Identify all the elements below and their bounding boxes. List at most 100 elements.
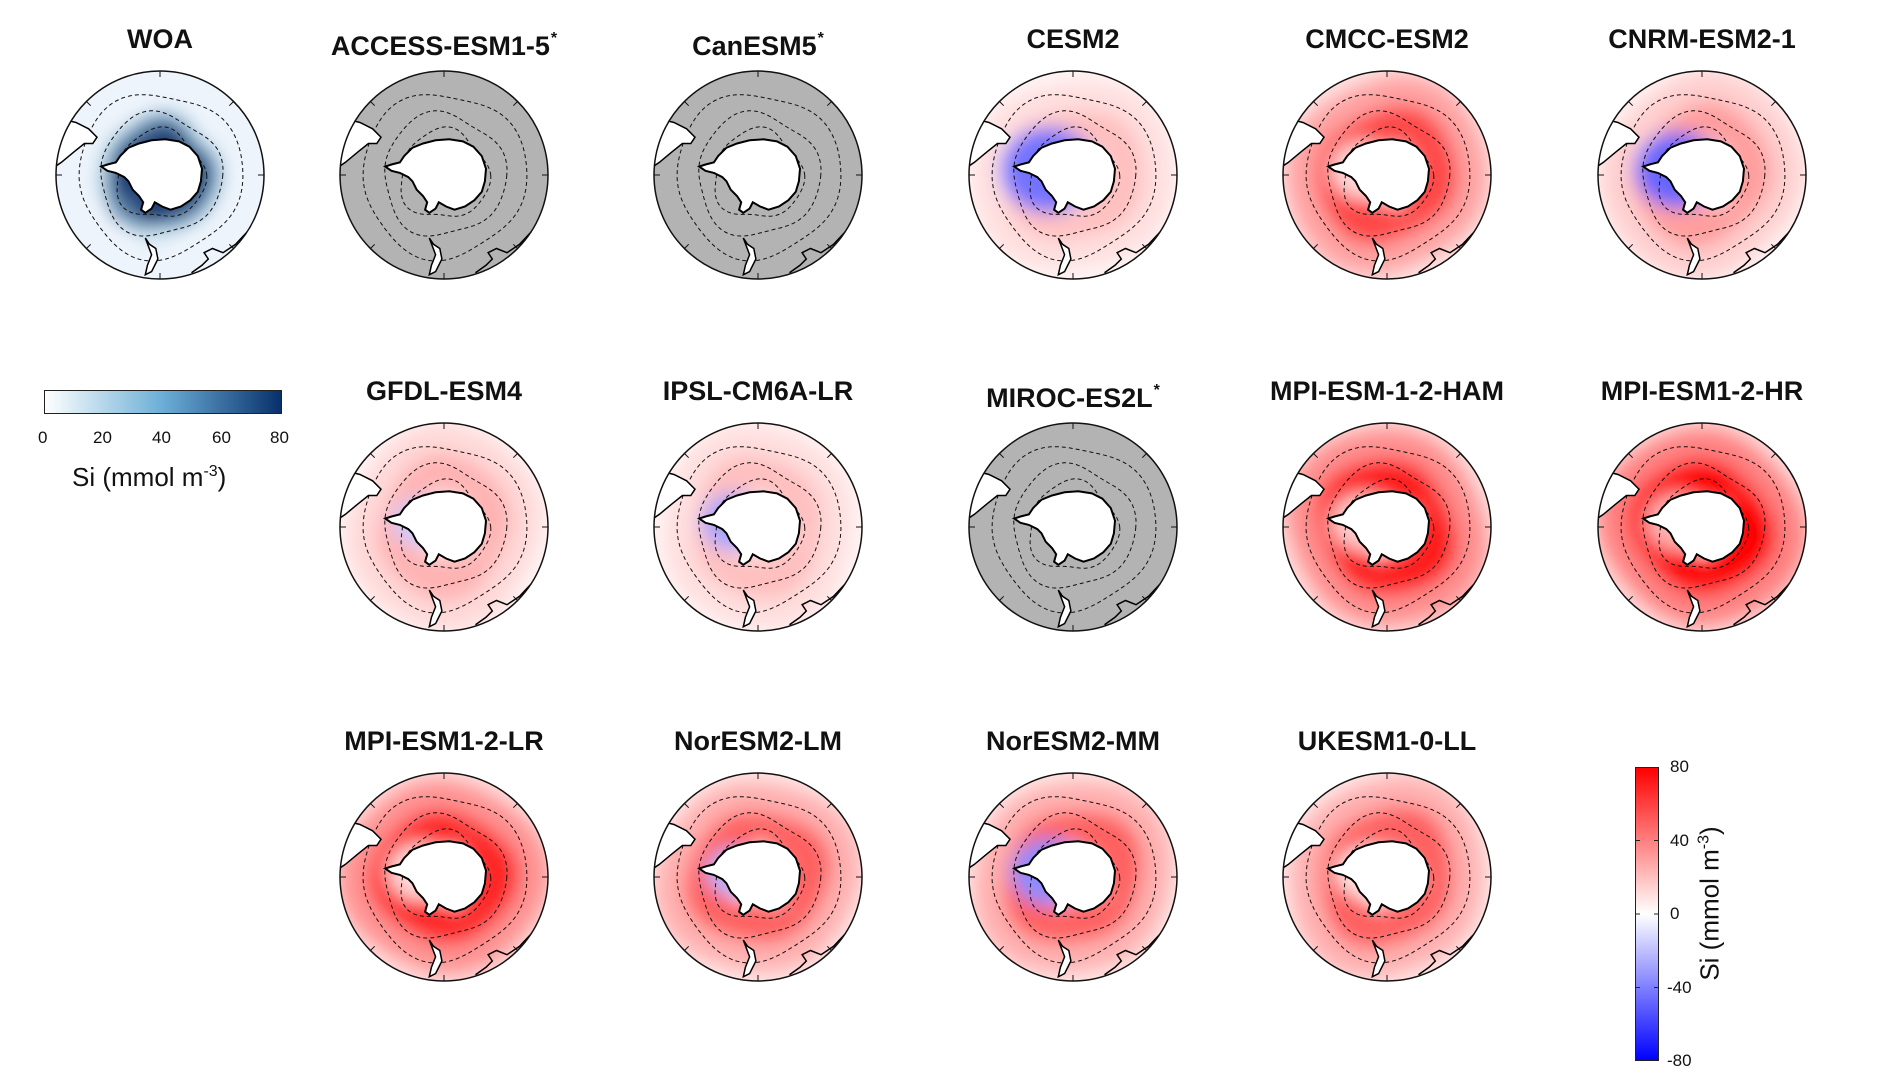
- frame-tick: [370, 453, 376, 459]
- antarctica: [382, 138, 488, 215]
- antarctica: [1325, 490, 1431, 567]
- front-contour: [1305, 446, 1471, 614]
- front-contour: [1327, 812, 1451, 939]
- polar-map: [55, 70, 265, 280]
- anomaly-ring: [1616, 447, 1782, 616]
- front-contour: [991, 94, 1157, 262]
- panel-title: CESM2: [928, 20, 1218, 58]
- new-zealand: [1686, 589, 1701, 629]
- diff-label-close: ): [1694, 826, 1725, 835]
- panel-title: MIROC-ES2L*: [928, 372, 1218, 413]
- obs-colorbar-label: Si (mmol m-3): [72, 462, 226, 493]
- antarctica: [696, 490, 802, 567]
- frame-tick: [1455, 803, 1461, 809]
- frame-tick: [370, 243, 376, 249]
- polar-map: [339, 422, 549, 632]
- frame-tick: [370, 101, 376, 107]
- frame-tick: [1313, 595, 1319, 601]
- front-contour: [676, 796, 842, 964]
- front-contour: [698, 110, 822, 237]
- obs-tick-80: 80: [270, 428, 289, 447]
- frame-tick: [1313, 243, 1319, 249]
- frame-tick: [1628, 453, 1634, 459]
- panel-access-esm1-5: ACCESS-ESM1-5*: [331, 20, 557, 292]
- panel-title: CMCC-ESM2: [1242, 20, 1532, 58]
- panel-title-text: CMCC-ESM2: [1305, 24, 1469, 54]
- frame-tick: [1313, 453, 1319, 459]
- frame-tick: [1770, 243, 1776, 249]
- obs-tick-0: 0: [38, 428, 48, 447]
- australia: [1104, 931, 1163, 976]
- antarctica: [1325, 138, 1431, 215]
- antarctica: [1011, 840, 1117, 917]
- frame-tick: [999, 243, 1005, 249]
- obs-mid-band: [96, 109, 224, 241]
- panel-title: ACCESS-ESM1-5*: [299, 20, 589, 61]
- frame-tick: [512, 101, 518, 107]
- anomaly-outer: [346, 423, 542, 631]
- front-contour: [676, 94, 842, 262]
- panel-title: MPI-ESM-1-2-HAM: [1242, 372, 1532, 410]
- obs-colorbar: [44, 390, 282, 414]
- front-contour: [384, 812, 508, 939]
- panel-title-text: MPI-ESM1-2-LR: [344, 726, 544, 756]
- frame-tick: [1455, 243, 1461, 249]
- front-contour: [991, 796, 1157, 964]
- antarctica: [98, 138, 204, 215]
- obs-label-close: ): [217, 462, 227, 492]
- panel-title-text: MIROC-ES2L: [986, 383, 1153, 413]
- australia: [789, 931, 848, 976]
- antarctica: [696, 840, 802, 917]
- panel-mpi-esm-1-2-ham: MPI-ESM-1-2-HAM: [1270, 372, 1504, 644]
- panel-noresm2-lm: NorESM2-LM: [653, 722, 863, 994]
- front-contour: [1327, 462, 1451, 589]
- antarctica: [1011, 138, 1117, 215]
- polar-map: [653, 772, 863, 982]
- panel-title-asterisk: *: [817, 30, 824, 47]
- panel-title-text: NorESM2-MM: [986, 726, 1160, 756]
- diff-colorbar-label: Si (mmol m-3): [1695, 794, 1726, 1014]
- front-contour: [676, 446, 842, 614]
- frame-tick: [512, 595, 518, 601]
- new-zealand: [1686, 237, 1701, 277]
- antarctica: [1640, 490, 1746, 567]
- anomaly-outer: [654, 781, 862, 973]
- new-zealand: [1057, 939, 1072, 979]
- front-contour: [384, 110, 508, 237]
- panel-ukesm1-0-ll: UKESM1-0-LL: [1282, 722, 1492, 994]
- polar-map: [968, 422, 1178, 632]
- antarctica: [1640, 138, 1746, 215]
- frame-tick: [1313, 945, 1319, 951]
- front-contour: [1305, 796, 1471, 964]
- panel-title-asterisk: *: [550, 30, 558, 47]
- panel-title: GFDL-ESM4: [299, 372, 589, 410]
- polar-map: [653, 422, 863, 632]
- australia: [475, 581, 534, 626]
- panel-title-text: MPI-ESM-1-2-HAM: [1270, 376, 1504, 406]
- anomaly-outer: [974, 781, 1172, 973]
- frame-tick: [1313, 101, 1319, 107]
- obs-tick-40: 40: [152, 428, 171, 447]
- panel-title-text: CESM2: [1026, 24, 1120, 54]
- panel-title: IPSL-CM6A-LR: [613, 372, 903, 410]
- panel-title-text: IPSL-CM6A-LR: [662, 376, 854, 406]
- diff-tick-40: 40: [1670, 831, 1689, 850]
- panel-mpi-esm1-2-hr: MPI-ESM1-2-HR: [1597, 372, 1807, 644]
- frame-tick: [228, 243, 234, 249]
- panel-title: UKESM1-0-LL: [1242, 722, 1532, 760]
- polar-map: [1597, 70, 1807, 280]
- front-contour: [100, 110, 224, 237]
- panel-title: CanESM5*: [613, 20, 903, 61]
- frame-tick: [370, 803, 376, 809]
- panel-gfdl-esm4: GFDL-ESM4: [339, 372, 549, 644]
- polar-map: [1282, 772, 1492, 982]
- polar-map: [339, 70, 549, 280]
- front-contour: [1327, 110, 1451, 237]
- frame-tick: [1141, 945, 1147, 951]
- frame-tick: [1141, 803, 1147, 809]
- australia: [789, 229, 848, 274]
- anomaly-outer: [1601, 71, 1803, 279]
- panel-title-text: ACCESS-ESM1-5: [330, 31, 550, 61]
- panel-cmcc-esm2: CMCC-ESM2: [1282, 20, 1492, 292]
- antarctica: [1011, 490, 1117, 567]
